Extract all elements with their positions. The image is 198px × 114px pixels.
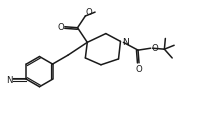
Text: O: O	[86, 7, 93, 16]
Text: O: O	[136, 65, 142, 74]
Text: N: N	[6, 75, 12, 84]
Text: O: O	[57, 23, 64, 32]
Text: N: N	[122, 38, 129, 47]
Text: O: O	[152, 44, 158, 53]
